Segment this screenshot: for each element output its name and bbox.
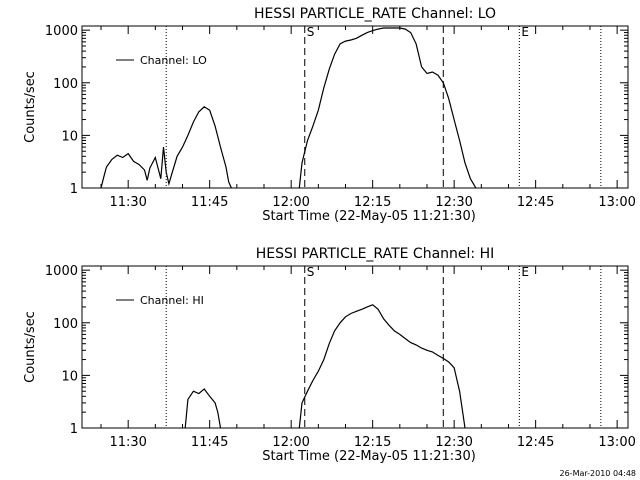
series-line	[184, 388, 222, 428]
y-tick-label: 1	[70, 422, 78, 437]
legend-label: Channel: HI	[140, 294, 204, 307]
chart-panel-lo: HESSI PARTICLE_RATE Channel: LO 1 10 100 100…	[23, 6, 636, 224]
x-tick-label: 12:30	[435, 195, 472, 210]
series-line	[298, 27, 477, 188]
y-tick-label: 1000	[45, 24, 78, 39]
chart-panel-hi: HESSI PARTICLE_RATE Channel: HI 1 10 100 100…	[23, 246, 636, 464]
y-tick-label: 1000	[45, 264, 78, 279]
y-axis-label: Counts/sec	[23, 71, 38, 143]
y-tick-label: 10	[61, 129, 78, 144]
x-axis-label: Start Time (22-May-05 11:21:30)	[262, 449, 476, 464]
y-tick-label: 1	[70, 182, 78, 197]
chart-title: HESSI PARTICLE_RATE Channel: LO	[254, 6, 496, 22]
plot-frame	[81, 25, 629, 189]
x-tick-label: 12:15	[354, 435, 391, 450]
x-tick-label: 11:30	[109, 435, 146, 450]
x-tick-label: 12:00	[272, 195, 309, 210]
x-tick-label: 12:30	[435, 435, 472, 450]
x-tick-label: 13:00	[598, 435, 635, 450]
y-axis-label: Counts/sec	[23, 311, 38, 383]
print-timestamp: 26-Mar-2010 04:48	[559, 469, 637, 478]
marker-label: E	[521, 265, 529, 279]
plot-frame	[81, 265, 629, 429]
x-tick-label: 11:30	[109, 195, 146, 210]
x-tick-label: 11:45	[191, 435, 228, 450]
y-tick-label: 10	[61, 369, 78, 384]
x-tick-label: 12:45	[517, 195, 554, 210]
x-tick-label: 12:00	[272, 435, 309, 450]
marker-label: S	[307, 265, 315, 279]
x-axis-label: Start Time (22-May-05 11:21:30)	[262, 209, 476, 224]
x-tick-label: 13:00	[598, 195, 635, 210]
chart-title: HESSI PARTICLE_RATE Channel: HI	[256, 246, 494, 262]
y-tick-label: 100	[53, 317, 78, 332]
y-tick-label: 100	[53, 77, 78, 92]
x-tick-label: 12:15	[354, 195, 391, 210]
series-line	[298, 304, 466, 428]
legend-label: Channel: LO	[140, 54, 207, 67]
marker-label: E	[521, 25, 529, 39]
x-tick-label: 12:45	[517, 435, 554, 450]
series-line	[100, 106, 232, 188]
x-tick-label: 11:45	[191, 195, 228, 210]
marker-label: S	[307, 25, 315, 39]
